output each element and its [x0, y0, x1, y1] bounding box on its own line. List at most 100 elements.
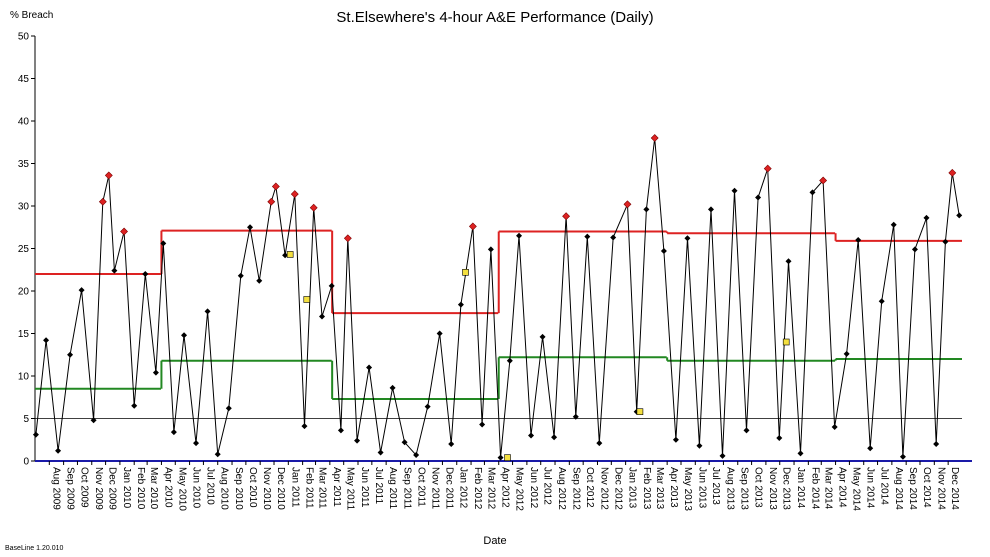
- marked-point: [462, 268, 469, 276]
- data-point: [878, 298, 885, 305]
- data-point: [911, 246, 918, 253]
- x-tick-label: Nov 2012: [598, 467, 609, 510]
- plot-area: [32, 134, 963, 461]
- data-point: [225, 405, 232, 412]
- highlighted-point: [819, 176, 828, 185]
- x-tick-label: Apr 2012: [500, 467, 511, 508]
- data-point: [660, 248, 667, 255]
- x-tick-label: Aug 2014: [893, 467, 904, 510]
- data-point: [247, 224, 254, 231]
- x-tick-label: Mar 2010: [148, 467, 159, 510]
- x-tick-label: Nov 2010: [261, 467, 272, 510]
- data-point: [572, 413, 579, 420]
- data-point: [516, 232, 523, 239]
- x-tick-label: Oct 2014: [921, 467, 932, 508]
- data-point: [214, 451, 221, 458]
- x-tick-label: Jun 2010: [191, 467, 202, 509]
- data-point: [506, 357, 513, 364]
- data-point: [843, 350, 850, 357]
- data-point: [319, 313, 326, 320]
- x-tick-label: Jun 2013: [696, 467, 707, 509]
- data-point: [160, 240, 167, 247]
- x-tick-label: Feb 2013: [641, 467, 652, 510]
- x-tick-label: Sep 2013: [739, 467, 750, 510]
- x-tick-label: Feb 2010: [135, 467, 146, 510]
- highlighted-point: [623, 200, 632, 209]
- x-tick-label: Oct 2012: [584, 467, 595, 508]
- y-axis-label: % Breach: [10, 10, 54, 21]
- data-point: [899, 453, 906, 460]
- x-tick-label: Nov 2013: [767, 467, 778, 510]
- highlighted-point: [267, 197, 276, 206]
- data-point: [256, 277, 263, 284]
- data-point: [131, 402, 138, 409]
- x-tick-label: Jan 2011: [289, 467, 300, 508]
- data-point: [755, 194, 762, 201]
- data-point: [956, 212, 963, 219]
- data-point: [181, 332, 188, 339]
- marked-point: [504, 454, 511, 461]
- x-tick-label: Aug 2013: [724, 467, 735, 510]
- x-tick-label: Jun 2012: [528, 467, 539, 509]
- x-tick-label: Feb 2011: [304, 467, 315, 509]
- x-tick-label: May 2010: [176, 467, 187, 511]
- x-tick-label: Dec 2012: [612, 467, 623, 510]
- x-tick-label: Dec 2010: [275, 467, 286, 510]
- data-point: [237, 272, 244, 279]
- data-point: [528, 432, 535, 439]
- data-point: [487, 246, 494, 253]
- data-point: [55, 447, 62, 454]
- x-tick-label: Feb 2012: [472, 467, 483, 510]
- highlighted-point: [104, 171, 113, 180]
- x-tick-label: Oct 2010: [247, 467, 258, 508]
- x-tick-label: Nov 2009: [93, 467, 104, 510]
- data-point: [448, 441, 455, 447]
- data-point: [32, 431, 39, 438]
- data-point: [933, 441, 940, 447]
- data-point: [684, 235, 691, 242]
- x-tick-label: Oct 2009: [78, 467, 89, 508]
- x-tick-label: Dec 2011: [443, 467, 454, 510]
- data-point: [539, 333, 546, 340]
- highlighted-point: [98, 197, 107, 206]
- x-tick-label: Dec 2014: [949, 467, 960, 510]
- y-tick-label: 25: [18, 244, 30, 255]
- highlighted-point: [120, 227, 128, 236]
- data-point: [785, 258, 792, 265]
- x-tick-label: May 2012: [514, 467, 525, 511]
- x-tick-label: Sep 2010: [233, 467, 244, 510]
- x-tick-label: Sep 2014: [907, 467, 918, 510]
- data-point: [776, 435, 783, 442]
- x-tick-label: Jul 2014: [879, 467, 890, 505]
- x-tick-label: Aug 2010: [219, 467, 230, 510]
- daily-series-line: [35, 137, 960, 458]
- marked-point: [636, 408, 644, 416]
- data-point: [797, 450, 804, 457]
- y-tick-label: 45: [18, 74, 30, 85]
- y-tick-label: 10: [18, 372, 30, 383]
- x-tick-label: Mar 2013: [654, 467, 665, 510]
- highlighted-point: [763, 164, 772, 173]
- x-tick-label: Apr 2011: [331, 467, 342, 507]
- x-tick-label: Jan 2012: [458, 467, 469, 509]
- x-axis-label: Date: [483, 535, 507, 547]
- data-point: [78, 287, 85, 294]
- x-tick-label: Mar 2011: [317, 467, 328, 509]
- data-point: [731, 187, 738, 194]
- x-tick-label: Apr 2013: [668, 467, 679, 508]
- data-point: [923, 214, 930, 221]
- data-point: [696, 442, 703, 449]
- data-point: [337, 427, 344, 434]
- data-point: [43, 337, 50, 344]
- data-point: [707, 206, 714, 213]
- data-point: [457, 301, 464, 308]
- data-point: [67, 351, 74, 358]
- data-point: [610, 234, 617, 241]
- y-tick-label: 15: [18, 329, 30, 340]
- data-point: [719, 452, 726, 459]
- x-tick-label: Sep 2009: [65, 467, 76, 510]
- x-tick-label: Apr 2014: [837, 467, 848, 508]
- y-tick-label: 30: [18, 202, 30, 213]
